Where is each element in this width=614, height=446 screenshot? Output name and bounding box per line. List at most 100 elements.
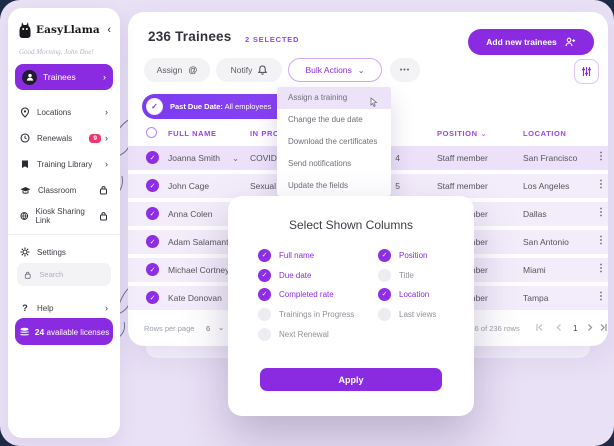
menu-item-label: Change the due date <box>288 115 363 125</box>
book-icon <box>22 160 28 168</box>
row-menu-icon[interactable]: ⋮ <box>596 263 606 274</box>
column-settings-button[interactable] <box>574 59 599 84</box>
checkbox-label: Due date <box>279 270 312 280</box>
row-checked-icon[interactable]: ✓ <box>146 291 159 304</box>
row-checked-icon[interactable]: ✓ <box>146 207 159 220</box>
column-option-full-name[interactable]: ✓ Full name <box>258 248 314 262</box>
chevron-right-icon: › <box>105 107 108 117</box>
sidebar-item-label: Help <box>37 303 54 313</box>
next-page-icon[interactable] <box>587 323 594 332</box>
row-checked-icon[interactable]: ✓ <box>146 151 159 164</box>
sidebar-item-label: Locations <box>37 107 72 117</box>
row-menu-icon[interactable]: ⋮ <box>596 291 606 302</box>
column-option-trainings-in-progress[interactable]: ✓ Trainings in Progress <box>258 307 354 321</box>
cell-location: Los Angeles <box>523 181 570 191</box>
add-new-trainees-button[interactable]: Add new trainees <box>468 29 594 55</box>
rosette-check-icon: ✓ <box>146 98 163 115</box>
last-page-icon[interactable] <box>599 323 608 332</box>
menu-item-assign-training[interactable]: Assign a training <box>277 87 391 109</box>
gear-icon <box>20 247 30 257</box>
bulk-actions-button[interactable]: Bulk Actions ⌄ <box>288 58 382 82</box>
search-input[interactable] <box>37 269 104 280</box>
menu-item-download-certificates[interactable]: Download the certificates <box>277 131 391 153</box>
sidebar-collapse-icon[interactable]: ‹ <box>107 23 111 36</box>
notify-button[interactable]: Notify <box>216 58 282 82</box>
column-option-next-renewal[interactable]: ✓ Next Renewal <box>258 327 329 341</box>
chevron-right-icon: › <box>105 159 108 169</box>
chevron-down-icon[interactable]: ⌄ <box>218 323 225 332</box>
renewals-count-badge: 9 <box>89 133 101 143</box>
menu-item-send-notifications[interactable]: Send notifications <box>277 152 391 174</box>
rows-range-label: 1-6 of 236 rows <box>468 324 520 333</box>
cell-due: 4 <box>395 153 400 163</box>
column-option-location[interactable]: ✓ Location <box>378 287 429 301</box>
graduation-cap-icon <box>20 186 31 194</box>
menu-item-change-due-date[interactable]: Change the due date <box>277 109 391 131</box>
cell-training: Sexual <box>250 181 276 191</box>
column-option-completed-rate[interactable]: ✓ Completed rate <box>258 287 334 301</box>
modal-title: Select Shown Columns <box>288 218 414 232</box>
chevron-down-icon: ⌄ <box>480 129 488 138</box>
available-licenses-button[interactable]: 24 available licenses <box>15 318 113 345</box>
row-checked-icon[interactable]: ✓ <box>146 179 159 192</box>
menu-item-label: Send notifications <box>288 158 352 168</box>
assign-button[interactable]: Assign @ <box>144 58 210 82</box>
sidebar-item-label: Kiosk Sharing Link <box>35 207 85 225</box>
page-size-value[interactable]: 6 <box>206 324 211 333</box>
sidebar-item-settings[interactable]: Settings <box>15 240 113 264</box>
sidebar-item-label: Trainees <box>43 72 76 82</box>
select-all-checkbox[interactable] <box>146 127 157 138</box>
col-location[interactable]: LOCATION <box>523 129 567 138</box>
sidebar-item-renewals[interactable]: Renewals 9 › <box>15 126 113 150</box>
row-expand-chevron[interactable]: ⌄ <box>232 153 240 163</box>
prev-page-icon[interactable] <box>555 323 562 332</box>
sidebar-item-trainees[interactable]: Trainees › <box>15 64 113 90</box>
person-plus-icon <box>565 37 575 47</box>
sidebar-item-help[interactable]: ? Help › <box>15 296 113 320</box>
sidebar-item-locations[interactable]: Locations › <box>15 100 113 124</box>
column-option-title[interactable]: ✓ Title <box>378 268 414 282</box>
cell-location: Dallas <box>523 209 547 219</box>
cell-name: Kate Donovan <box>168 293 222 303</box>
page-title: 236 Trainees <box>148 29 232 44</box>
logo-row: EasyLlama ‹ <box>18 19 111 41</box>
current-page[interactable]: 1 <box>573 324 578 333</box>
col-position[interactable]: POSITION ⌄ <box>437 129 488 138</box>
column-option-last-views[interactable]: ✓ Last views <box>378 307 436 321</box>
chevron-right-icon: › <box>105 133 108 143</box>
row-menu-icon[interactable]: ⋮ <box>596 207 606 218</box>
sidebar-search[interactable] <box>17 263 111 286</box>
first-page-icon[interactable] <box>535 323 544 332</box>
menu-item-update-fields[interactable]: Update the fields <box>277 174 391 196</box>
checkbox-label: Trainings in Progress <box>279 309 355 319</box>
row-menu-icon[interactable]: ⋮ <box>596 151 606 162</box>
cell-location: Miami <box>523 265 546 275</box>
cell-location: Tampa <box>523 293 549 303</box>
column-option-due-date[interactable]: ✓ Due date <box>258 268 311 282</box>
at-icon: @ <box>188 65 198 75</box>
col-full-name[interactable]: FULL NAME <box>168 129 217 138</box>
clock-icon <box>20 133 30 143</box>
row-checked-icon[interactable]: ✓ <box>146 235 159 248</box>
cell-name: Michael Cortney <box>168 265 230 275</box>
question-icon: ? <box>22 303 28 313</box>
sidebar-item-training-library[interactable]: Training Library › <box>15 152 113 176</box>
sidebar-item-kiosk-sharing-link[interactable]: Kiosk Sharing Link <box>15 204 113 228</box>
table-footer: Rows per page 6 ⌄ 1-6 of 236 rows 1 <box>128 320 608 340</box>
row-menu-icon[interactable]: ⋮ <box>596 179 606 190</box>
sidebar-item-classroom[interactable]: Classroom <box>15 178 113 202</box>
bulk-actions-menu: Assign a training Change the due date Do… <box>277 87 391 196</box>
lock-icon <box>100 212 107 221</box>
lock-icon <box>24 271 31 279</box>
checked-icon: ✓ <box>378 287 391 301</box>
checkbox-label: Last views <box>399 309 437 319</box>
cell-due: 5 <box>395 181 400 191</box>
sidebar-item-label: Training Library <box>37 159 93 169</box>
more-actions-button[interactable]: ••• <box>390 58 420 82</box>
apply-button[interactable]: Apply <box>260 368 442 391</box>
row-menu-icon[interactable]: ⋮ <box>596 235 606 246</box>
menu-item-label: Assign a training <box>288 93 348 103</box>
row-checked-icon[interactable]: ✓ <box>146 263 159 276</box>
checked-icon: ✓ <box>258 287 271 301</box>
column-option-position[interactable]: ✓ Position <box>378 248 427 262</box>
